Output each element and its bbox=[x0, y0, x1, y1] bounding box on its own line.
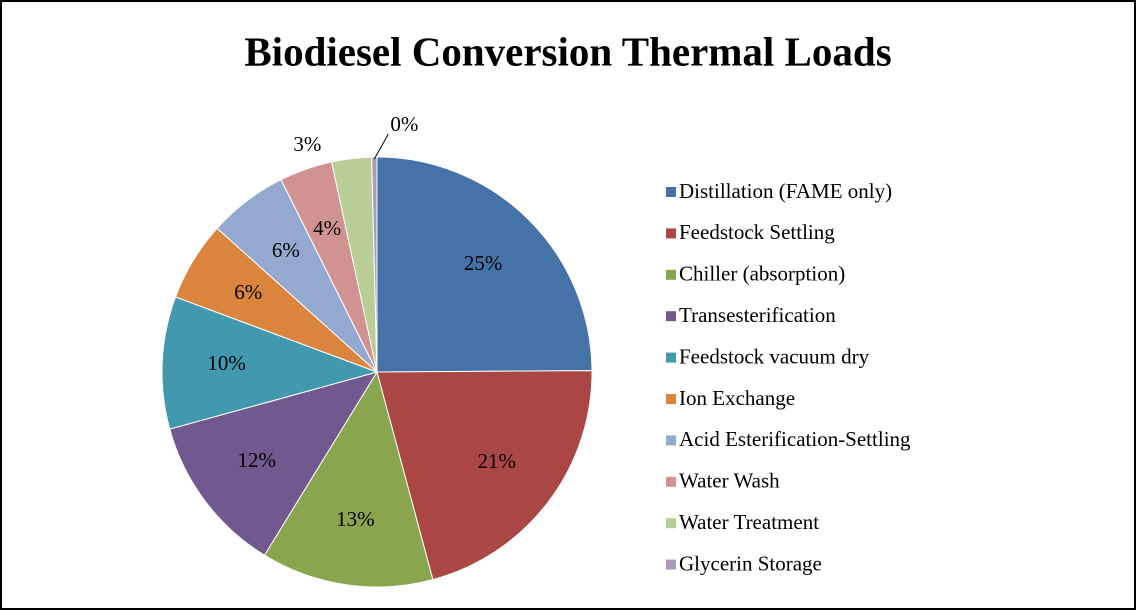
legend-swatch bbox=[666, 228, 676, 239]
legend-label: Feedstock vacuum dry bbox=[679, 344, 870, 368]
pie-slice bbox=[169, 371, 379, 556]
data-label: 10% bbox=[207, 351, 246, 375]
data-label: 25% bbox=[464, 251, 503, 275]
chart-title: Biodiesel Conversion Thermal Loads bbox=[244, 28, 891, 74]
legend-swatch bbox=[666, 352, 676, 363]
legend-swatch bbox=[666, 311, 676, 322]
legend-swatch bbox=[666, 435, 676, 446]
pie-slice bbox=[263, 370, 434, 588]
legend-swatch bbox=[666, 476, 676, 487]
legend-label: Chiller (absorption) bbox=[679, 262, 845, 286]
pie-slice bbox=[376, 370, 593, 581]
data-label: 0% bbox=[390, 112, 418, 136]
data-label: 4% bbox=[313, 216, 341, 240]
legend-swatch bbox=[666, 394, 676, 404]
legend-label: Acid Esterification-Settling bbox=[679, 427, 911, 451]
legend-swatch bbox=[666, 269, 676, 280]
legend-label: Distillation (FAME only) bbox=[679, 179, 892, 203]
legend-swatch bbox=[666, 187, 676, 197]
pie-slice bbox=[371, 156, 378, 373]
data-label: 6% bbox=[234, 280, 262, 304]
legend-label: Feedstock Settling bbox=[679, 220, 835, 244]
legend-label: Glycerin Storage bbox=[679, 551, 822, 575]
legend-label: Water Wash bbox=[679, 469, 780, 493]
legend-swatch bbox=[666, 518, 676, 529]
pie-slice bbox=[376, 156, 593, 373]
legend-swatch bbox=[666, 559, 676, 570]
legend-label: Water Treatment bbox=[679, 510, 819, 534]
legend-label: Ion Exchange bbox=[679, 386, 795, 410]
leader-line bbox=[373, 133, 389, 160]
legend-label: Transesterification bbox=[679, 303, 836, 327]
pie-slice bbox=[161, 296, 379, 430]
data-label: 13% bbox=[336, 507, 375, 531]
data-label: 12% bbox=[237, 448, 276, 472]
data-label: 3% bbox=[293, 132, 321, 156]
data-label: 6% bbox=[272, 238, 300, 262]
data-label: 21% bbox=[477, 449, 516, 473]
